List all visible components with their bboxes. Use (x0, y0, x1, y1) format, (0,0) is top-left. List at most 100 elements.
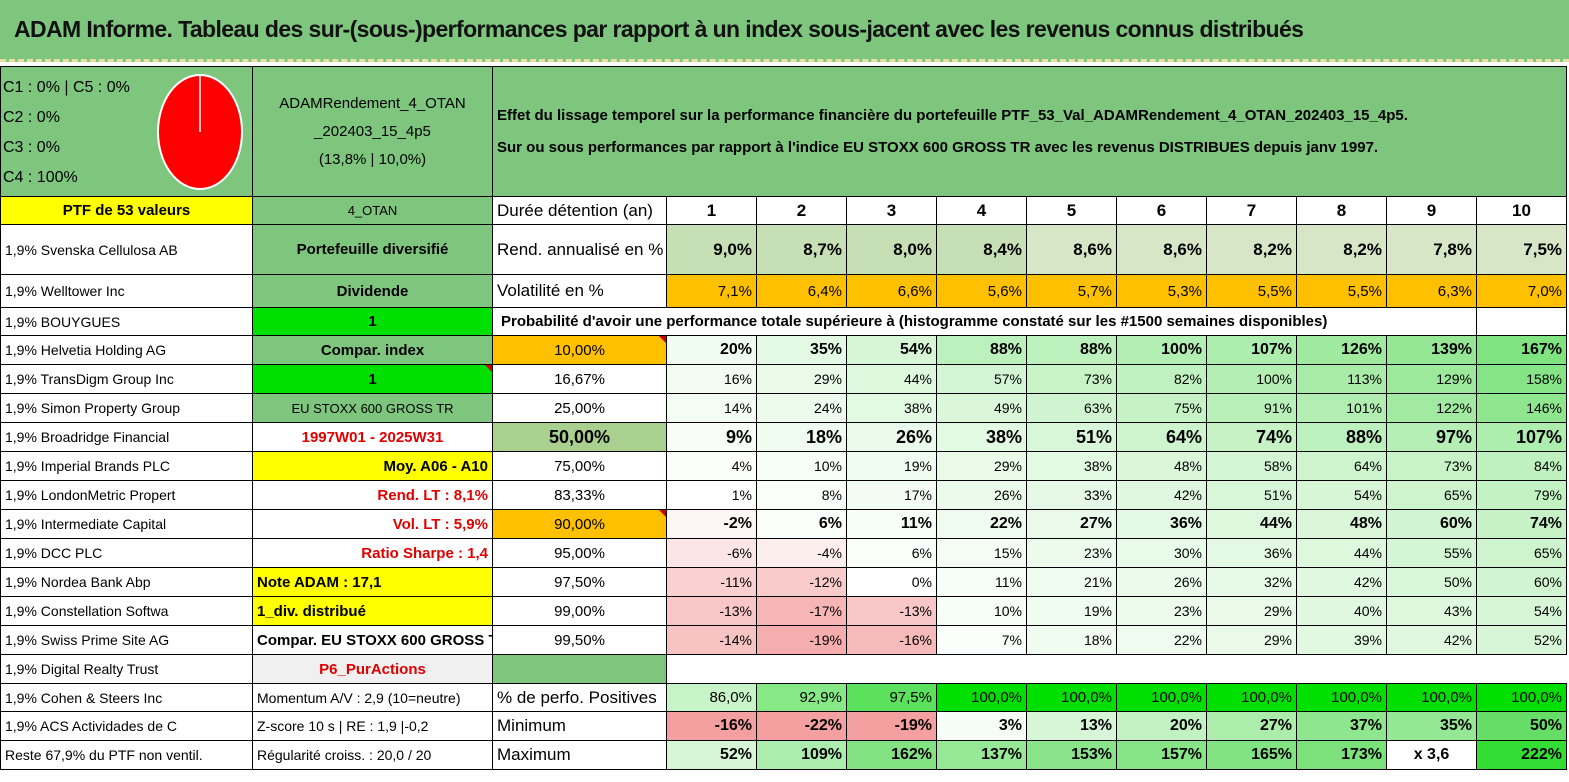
info-cell: Momentum A/V : 2,9 (10=neutre) (252, 683, 493, 712)
maximum-value: 52% (666, 740, 757, 770)
probability-value: 29% (1206, 596, 1297, 626)
probability-value: 158% (1475, 364, 1568, 394)
probability-value: 146% (1475, 393, 1568, 423)
probability-value: 51% (1026, 422, 1117, 452)
holding-name: 1,9% DCC PLC (0, 538, 253, 568)
info-cell: Portefeuille diversifié (252, 224, 493, 275)
probability-value: 63% (1026, 393, 1117, 423)
probability-value: 84% (1475, 451, 1568, 481)
maximum-value: 153% (1026, 740, 1117, 770)
positive-performance-value: 86,0% (666, 683, 757, 712)
probability-value: 11% (846, 509, 937, 539)
fund-name-line1: ADAMRendement_4_OTAN (279, 94, 466, 112)
positive-performance-value: 100,0% (1206, 683, 1297, 712)
probability-threshold: 83,33% (492, 480, 667, 510)
year-header: 9 (1386, 196, 1477, 225)
holding-duration-label: Durée détention (an) (492, 196, 667, 225)
minimum-value: 20% (1116, 711, 1207, 741)
probability-value: 79% (1475, 480, 1568, 510)
positive-performance-row: 1,9% Cohen & Steers Inc Momentum A/V : 2,… (0, 683, 1568, 712)
probability-threshold: 25,00% (492, 393, 667, 423)
annual-return-value: 8,2% (1206, 224, 1297, 275)
probability-value: 33% (1026, 480, 1117, 510)
probability-value: 21% (1026, 567, 1117, 597)
probability-value: 113% (1296, 364, 1387, 394)
probability-value: 38% (936, 422, 1027, 452)
probability-value: -2% (666, 509, 757, 539)
volatility-value: 6,6% (846, 274, 937, 308)
info-cell: Dividende (252, 274, 493, 308)
maximum-value: 173% (1296, 740, 1387, 770)
allocation-pie-chart (157, 74, 243, 190)
probability-title-row: 1,9% BOUYGUES 1 Probabilité d'avoir une pe… (0, 307, 1568, 336)
probability-value: 29% (1206, 625, 1297, 655)
probability-row: 1,9% Constellation Softwa 1_div. distribu… (0, 596, 1568, 626)
holding-name: 1,9% Simon Property Group (0, 393, 253, 423)
volatility-value: 5,5% (1206, 274, 1297, 308)
title-bar: ADAM Informe. Tableau des sur-(sous-)per… (0, 0, 1569, 62)
minimum-label: Minimum (492, 711, 667, 741)
probability-value: 29% (756, 364, 847, 394)
probability-value: 44% (1296, 538, 1387, 568)
holding-name: 1,9% Broadridge Financial (0, 422, 253, 452)
maximum-value: 222% (1475, 740, 1568, 770)
holding-name: 1,9% Digital Realty Trust (0, 654, 253, 684)
probability-value: 24% (756, 393, 847, 423)
minimum-value: 35% (1386, 711, 1477, 741)
probability-value: 0% (846, 567, 937, 597)
probability-value: 48% (1296, 509, 1387, 539)
probability-value: 19% (846, 451, 937, 481)
probability-value: 38% (846, 393, 937, 423)
probability-value: 73% (1026, 364, 1117, 394)
volatility-value: 5,6% (936, 274, 1027, 308)
probability-value: -13% (666, 596, 757, 626)
probability-value: 64% (1296, 451, 1387, 481)
probability-value: 38% (1026, 451, 1117, 481)
spacer-row: 1,9% Digital Realty Trust P6_PurActions (0, 654, 1567, 684)
annual-return-value: 8,6% (1026, 224, 1117, 275)
volatility-row: 1,9% Welltower Inc Dividende Volatilité en… (0, 274, 1568, 308)
minimum-value: -16% (666, 711, 757, 741)
fund-performance: (13,8% | 10,0%) (318, 150, 427, 168)
probability-value: 48% (1116, 451, 1207, 481)
info-cell: 1 (252, 307, 493, 336)
probability-value: 30% (1116, 538, 1207, 568)
annual-return-value: 7,5% (1475, 224, 1568, 275)
info-cell: 1_div. distribué (252, 596, 493, 626)
probability-value: -19% (756, 625, 847, 655)
positive-performance-value: 97,5% (846, 683, 937, 712)
probability-threshold: 10,00% (492, 335, 667, 365)
minimum-row: 1,9% ACS Actividades de C Z-score 10 s | … (0, 711, 1568, 741)
probability-value: 36% (1206, 538, 1297, 568)
probability-value: 42% (1116, 480, 1207, 510)
probability-value: 35% (756, 335, 847, 365)
info-cell: EU STOXX 600 GROSS TR (252, 393, 493, 423)
minimum-value: 37% (1296, 711, 1387, 741)
info-cell: Ratio Sharpe : 1,4 (252, 538, 493, 568)
probability-title: Probabilité d'avoir une performance tota… (492, 307, 1477, 336)
probability-value: 54% (1475, 596, 1568, 626)
probability-value: 42% (1296, 567, 1387, 597)
volatility-value: 6,3% (1386, 274, 1477, 308)
minimum-value: 13% (1026, 711, 1117, 741)
holding-name: Reste 67,9% du PTF non ventil. (0, 740, 253, 770)
year-header: 1 (666, 196, 757, 225)
probability-value: 91% (1206, 393, 1297, 423)
probability-value: 74% (1475, 509, 1568, 539)
probability-value: 8% (756, 480, 847, 510)
probability-row: 1,9% Imperial Brands PLC Moy. A06 - A10 75… (0, 451, 1568, 481)
annual-return-row: 1,9% Svenska Cellulosa AB Portefeuille di… (0, 224, 1568, 275)
portfolio-size-label: PTF de 53 valeurs (0, 196, 253, 225)
probability-value: 74% (1206, 422, 1297, 452)
probability-value: 26% (1116, 567, 1207, 597)
probability-value: 44% (846, 364, 937, 394)
probability-value: 27% (1026, 509, 1117, 539)
volatility-label: Volatilité en % (492, 274, 667, 308)
volatility-value: 5,5% (1296, 274, 1387, 308)
allocation-cell: C1 : 0% | C5 : 0% C2 : 0% C3 : 0% C4 : 1… (0, 66, 253, 197)
description-cell: Effet du lissage temporel sur la perform… (491, 66, 1568, 197)
year-header: 10 (1475, 196, 1568, 225)
annual-return-value: 9,0% (666, 224, 757, 275)
probability-row: 1,9% DCC PLC Ratio Sharpe : 1,4 95,00% -6% -… (0, 538, 1568, 568)
